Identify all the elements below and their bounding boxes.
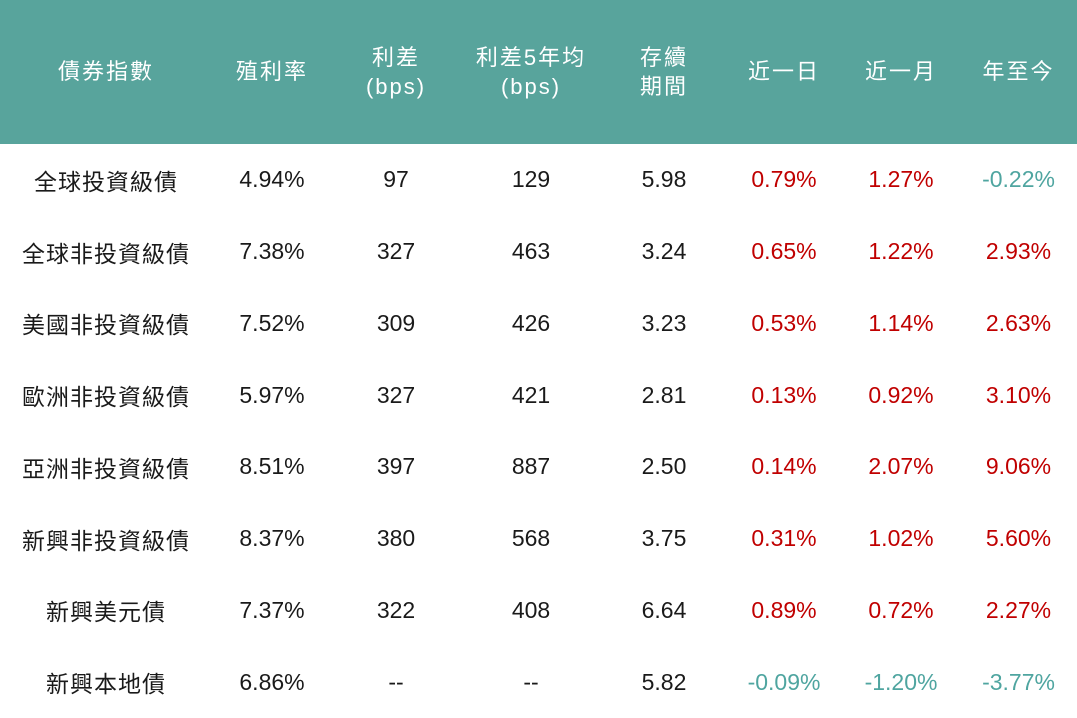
cell-index-name: 美國非投資級債: [22, 312, 190, 339]
cell-yield: 5.97%: [239, 381, 305, 408]
cell-spread-5y-avg: 568: [511, 525, 551, 552]
cell-index-name: 新興美元債: [46, 599, 166, 626]
table-row: 全球投資級債 4.94% 97 129 5.98 0.79% 1.27% -0.…: [0, 144, 1077, 216]
cell-spread: 322: [376, 596, 416, 623]
cell-index-name: 全球非投資級債: [22, 240, 190, 267]
table-row: 全球非投資級債 7.38% 327 463 3.24 0.65% 1.22% 2…: [0, 215, 1077, 288]
column-header-yield: 殖利率: [235, 59, 308, 85]
cell-index-name: 新興非投資級債: [22, 527, 190, 554]
table-row: 新興美元債 7.37% 322 408 6.64 0.89% 0.72% 2.2…: [0, 574, 1077, 647]
cell-1d-change: 0.65%: [751, 238, 817, 265]
cell-index-name: 歐洲非投資級債: [22, 384, 190, 411]
cell-duration: 5.98: [641, 166, 687, 193]
column-header-duration: 存續 期間: [639, 44, 688, 99]
cell-1d-change: -0.09%: [747, 668, 821, 695]
cell-1d-change: 0.13%: [751, 381, 817, 408]
cell-yield: 8.37%: [239, 525, 305, 552]
cell-yield: 8.51%: [239, 453, 305, 480]
cell-1m-change: 2.07%: [868, 453, 934, 480]
cell-spread-5y-avg: 129: [511, 166, 551, 193]
cell-ytd-change: 2.27%: [985, 596, 1052, 623]
cell-spread-5y-avg: --: [523, 668, 539, 695]
cell-ytd-change: 2.93%: [985, 238, 1052, 265]
table-row: 亞洲非投資級債 8.51% 397 887 2.50 0.14% 2.07% 9…: [0, 431, 1077, 503]
cell-yield: 7.37%: [239, 596, 305, 623]
cell-duration: 2.50: [641, 453, 687, 480]
cell-yield: 7.38%: [239, 238, 305, 265]
cell-1d-change: 0.79%: [751, 166, 817, 193]
column-header-spread-5y-avg-bps: 利差5年均 (bps): [475, 44, 587, 99]
table-row: 新興本地債 6.86% -- -- 5.82 -0.09% -1.20% -3.…: [0, 646, 1077, 718]
cell-ytd-change: 9.06%: [985, 453, 1052, 480]
cell-ytd-change: 3.10%: [985, 381, 1052, 408]
cell-spread-5y-avg: 421: [511, 381, 551, 408]
cell-1m-change: 0.72%: [868, 596, 934, 623]
cell-ytd-change: -3.77%: [982, 668, 1055, 695]
cell-duration: 6.64: [641, 596, 687, 623]
column-header-1d-change: 近一日: [747, 59, 820, 85]
cell-index-name: 新興本地債: [46, 671, 166, 698]
cell-spread-5y-avg: 426: [511, 309, 551, 336]
column-header-bond-index: 債券指數: [57, 59, 154, 85]
cell-duration: 3.23: [641, 309, 687, 336]
cell-index-name: 全球投資級債: [34, 168, 178, 195]
cell-spread: 397: [376, 453, 416, 480]
cell-duration: 3.75: [641, 525, 687, 552]
cell-spread: --: [388, 668, 404, 695]
cell-1m-change: -1.20%: [864, 668, 938, 695]
cell-spread-5y-avg: 408: [511, 596, 551, 623]
cell-1d-change: 0.14%: [751, 453, 817, 480]
table-body: 全球投資級債 4.94% 97 129 5.98 0.79% 1.27% -0.…: [0, 144, 1077, 718]
cell-spread: 327: [376, 381, 416, 408]
column-header-1m-change: 近一月: [864, 59, 937, 85]
cell-duration: 2.81: [641, 381, 687, 408]
cell-1d-change: 0.31%: [751, 525, 817, 552]
cell-spread-5y-avg: 463: [511, 238, 551, 265]
cell-spread: 97: [383, 166, 409, 193]
cell-spread: 309: [376, 309, 416, 336]
cell-spread: 327: [376, 238, 416, 265]
cell-yield: 7.52%: [239, 309, 305, 336]
cell-duration: 5.82: [641, 668, 687, 695]
table-row: 新興非投資級債 8.37% 380 568 3.75 0.31% 1.02% 5…: [0, 502, 1077, 575]
column-header-spread-bps: 利差 (bps): [365, 44, 427, 99]
table-header-row: 債券指數 殖利率 利差 (bps) 利差5年均 (bps) 存續 期間 近一日 …: [0, 0, 1077, 144]
cell-1m-change: 1.14%: [868, 309, 934, 336]
cell-yield: 6.86%: [239, 668, 305, 695]
cell-1m-change: 1.02%: [868, 525, 934, 552]
cell-1d-change: 0.89%: [751, 596, 817, 623]
column-header-ytd-change: 年至今: [982, 59, 1055, 85]
cell-duration: 3.24: [641, 238, 687, 265]
cell-spread-5y-avg: 887: [511, 453, 551, 480]
table-row: 美國非投資級債 7.52% 309 426 3.23 0.53% 1.14% 2…: [0, 287, 1077, 360]
table-row: 歐洲非投資級債 5.97% 327 421 2.81 0.13% 0.92% 3…: [0, 359, 1077, 431]
cell-1m-change: 1.22%: [868, 238, 934, 265]
cell-ytd-change: -0.22%: [982, 166, 1055, 193]
cell-spread: 380: [376, 525, 416, 552]
cell-ytd-change: 2.63%: [985, 309, 1052, 336]
cell-yield: 4.94%: [239, 166, 305, 193]
cell-1d-change: 0.53%: [751, 309, 817, 336]
cell-index-name: 亞洲非投資級債: [22, 455, 190, 482]
cell-1m-change: 1.27%: [868, 166, 934, 193]
cell-ytd-change: 5.60%: [985, 525, 1052, 552]
cell-1m-change: 0.92%: [868, 381, 934, 408]
